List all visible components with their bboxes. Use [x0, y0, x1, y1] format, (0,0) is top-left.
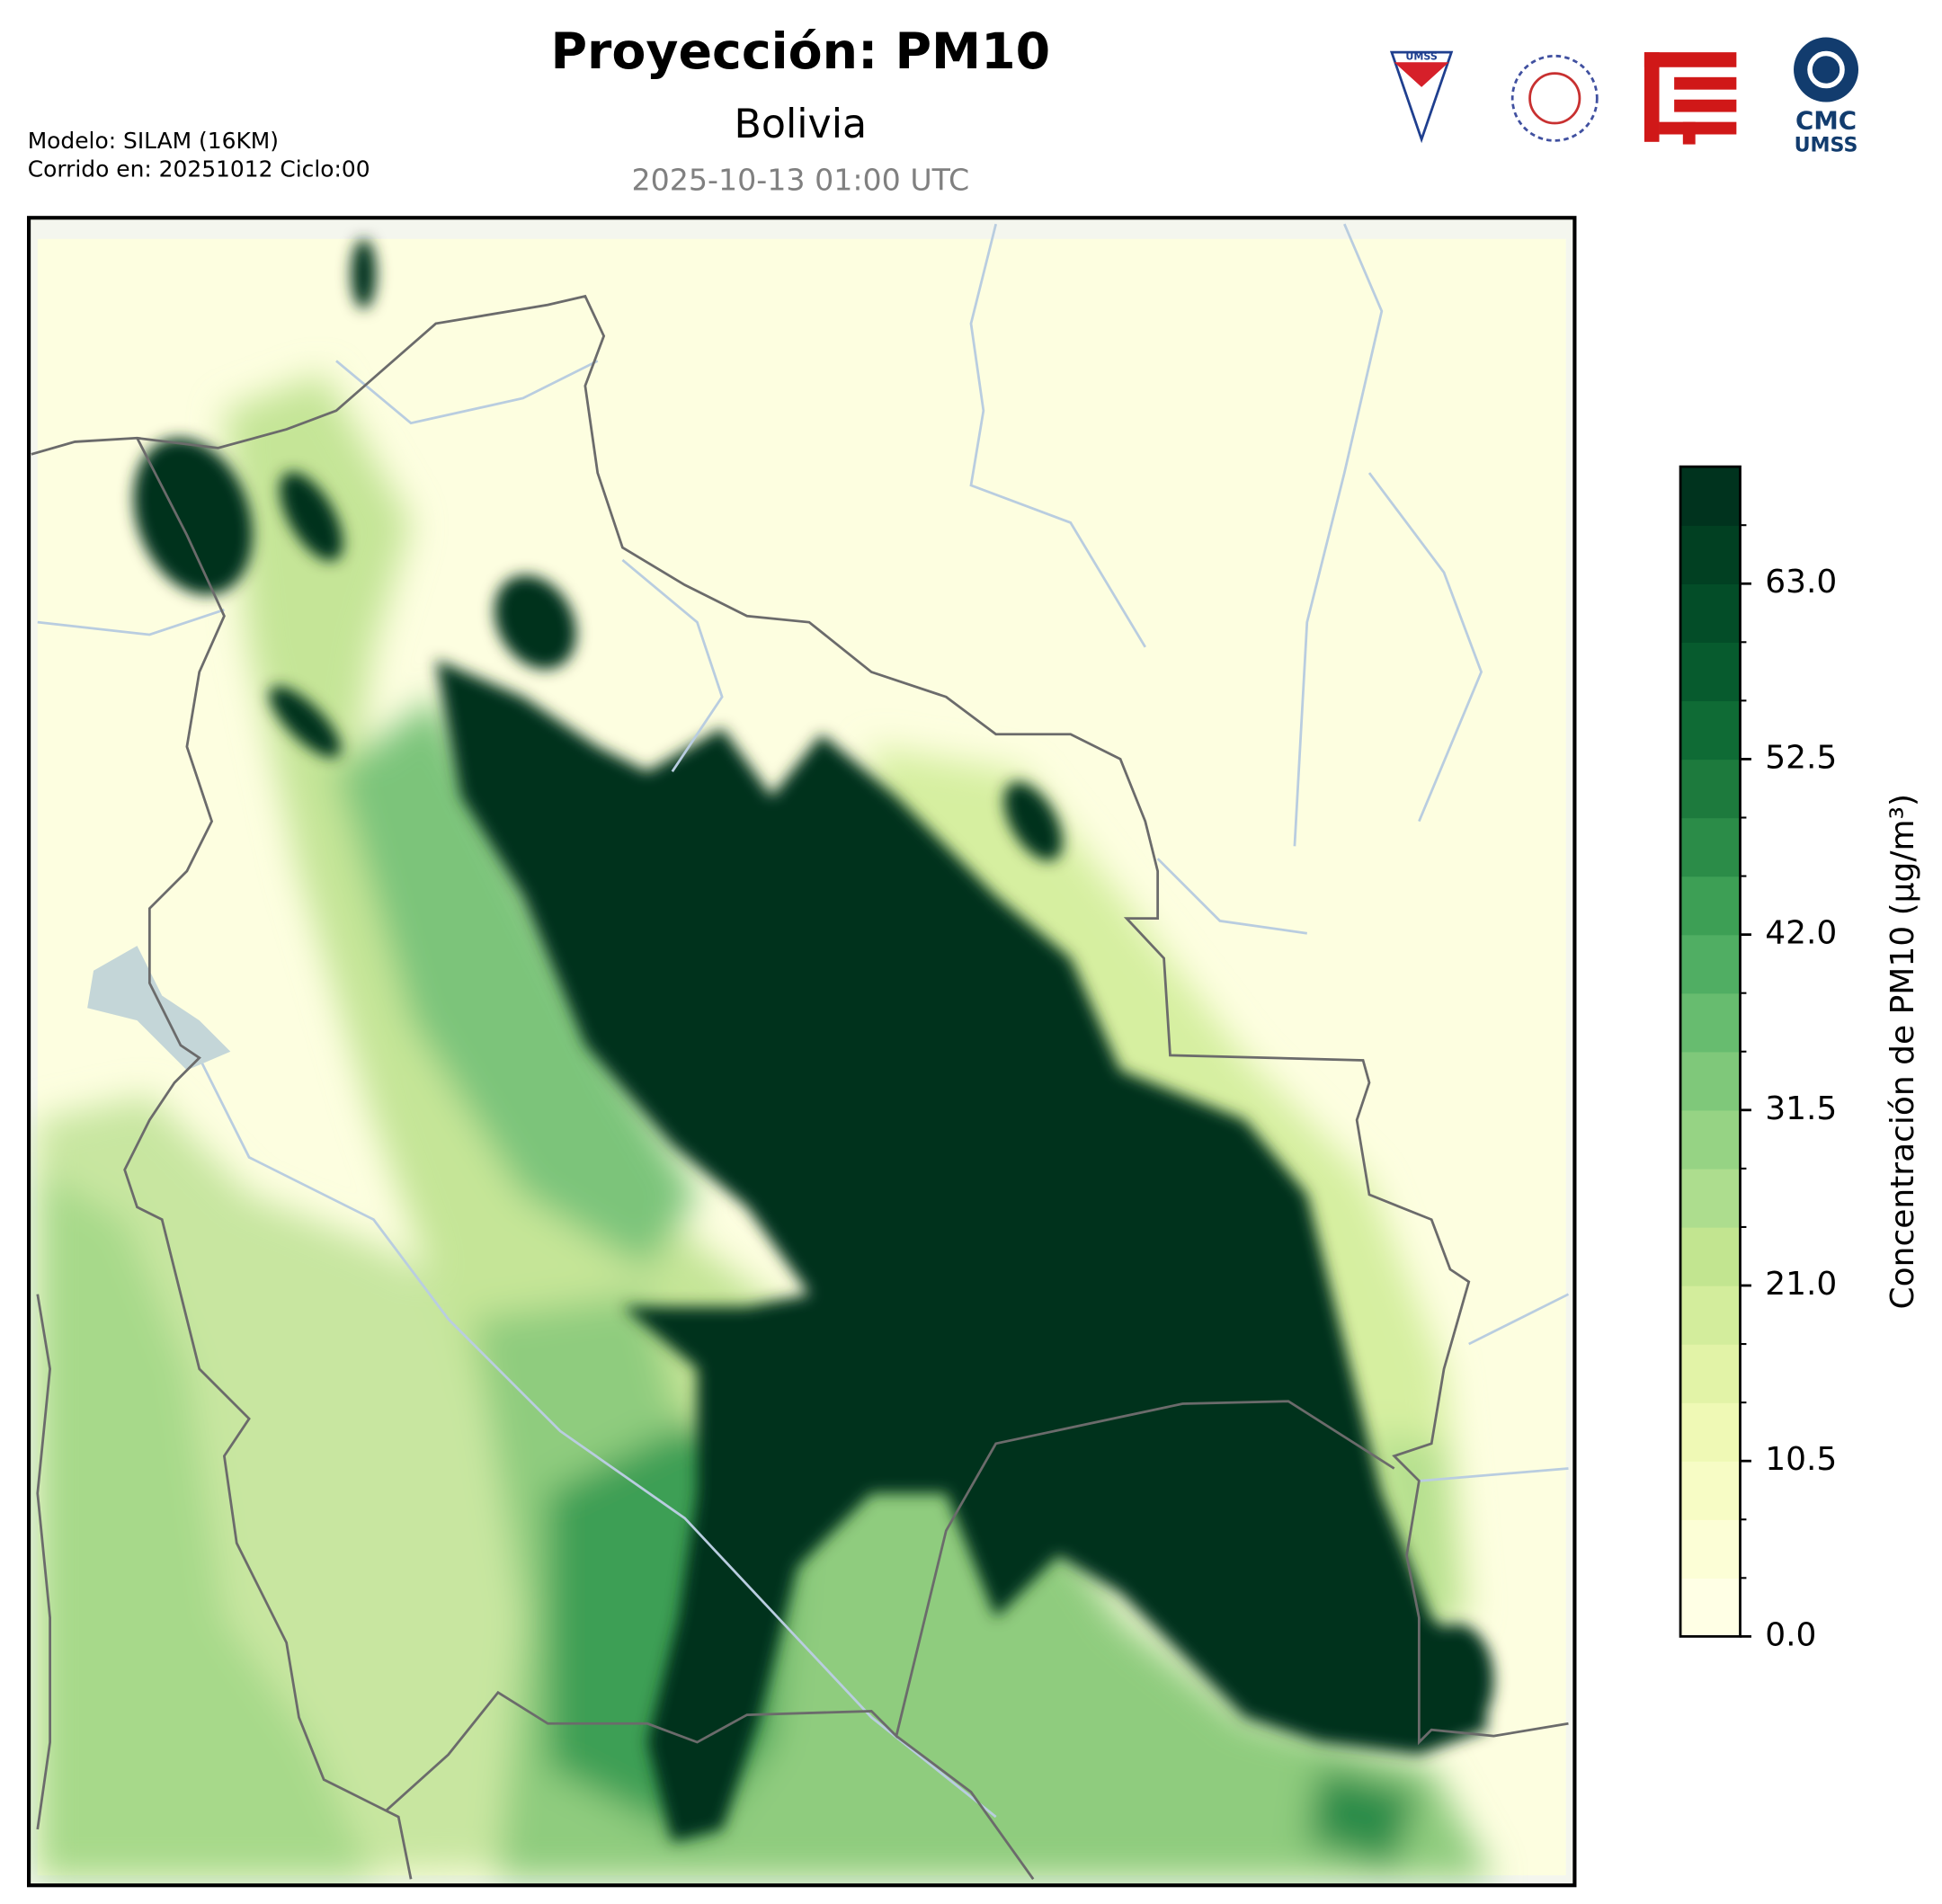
colorbar-segment — [1680, 992, 1741, 1053]
logo-umss-text: UMSS — [1795, 133, 1858, 156]
map-frame — [26, 216, 1577, 1888]
colorbar-tick-label: 63.0 — [1765, 564, 1837, 601]
colorbar-segment — [1680, 583, 1741, 643]
colorbar-segment — [1680, 1578, 1741, 1638]
model-info: Modelo: SILAM (16KM) — [28, 128, 279, 154]
logo-umss: UMSS — [1389, 51, 1454, 144]
colorbar-tick-label: 31.5 — [1765, 1090, 1837, 1127]
colorbar-tick-label: 52.5 — [1765, 739, 1837, 776]
title: Proyección: PM10 — [550, 23, 1050, 81]
colorbar-segment — [1680, 642, 1741, 702]
colorbar-segment — [1680, 700, 1741, 761]
colorbar-segment — [1680, 1461, 1741, 1520]
logo-fcyt — [1644, 52, 1737, 145]
lake-titicaca — [87, 946, 231, 1071]
map — [29, 218, 1575, 1886]
colorbar-tick-label: 42.0 — [1765, 915, 1837, 952]
colorbar-label: Concentración de PM10 (µg/m³) — [1884, 794, 1921, 1309]
colorbar-segment — [1680, 467, 1741, 526]
logo-cmc-text: CMC — [1795, 106, 1857, 136]
colorbar-tick-label: 10.5 — [1765, 1441, 1837, 1478]
colorbar-segment — [1680, 817, 1741, 877]
logo-cmc: CMC UMSS — [1794, 37, 1859, 156]
colorbar-segment — [1680, 1226, 1741, 1286]
date: 2025-10-13 01:00 UTC — [631, 163, 969, 198]
colorbar-tick-label: 21.0 — [1765, 1266, 1837, 1303]
run-info: Corrido en: 20251012 Ciclo:00 — [28, 156, 370, 182]
colorbar-segment — [1680, 1051, 1741, 1111]
borders — [31, 294, 1569, 1881]
colorbar-segment — [1680, 759, 1741, 819]
colorbar-segment — [1680, 934, 1741, 994]
colorbar-segment — [1680, 1344, 1741, 1403]
colorbar-segment — [1680, 1519, 1741, 1579]
colorbar-frame — [1679, 465, 1742, 1638]
colorbar-tick-label: 0.0 — [1765, 1616, 1816, 1653]
colorbar-segment — [1680, 1168, 1741, 1228]
colorbar-segment — [1680, 1285, 1741, 1345]
colorbar-segment — [1680, 1109, 1741, 1170]
colorbar-segment — [1680, 876, 1741, 936]
colorbar-segment — [1680, 525, 1741, 584]
colorbar-segment — [1680, 1402, 1741, 1462]
logo-physics — [1510, 54, 1599, 142]
subtitle: Bolivia — [734, 102, 867, 147]
colorbar: 0.0 10.5 21.0 31.5 42.0 52.5 63.0 — [1679, 465, 1837, 1653]
rivers — [37, 223, 1570, 1819]
logo-badge-text: UMSS — [1405, 51, 1437, 63]
